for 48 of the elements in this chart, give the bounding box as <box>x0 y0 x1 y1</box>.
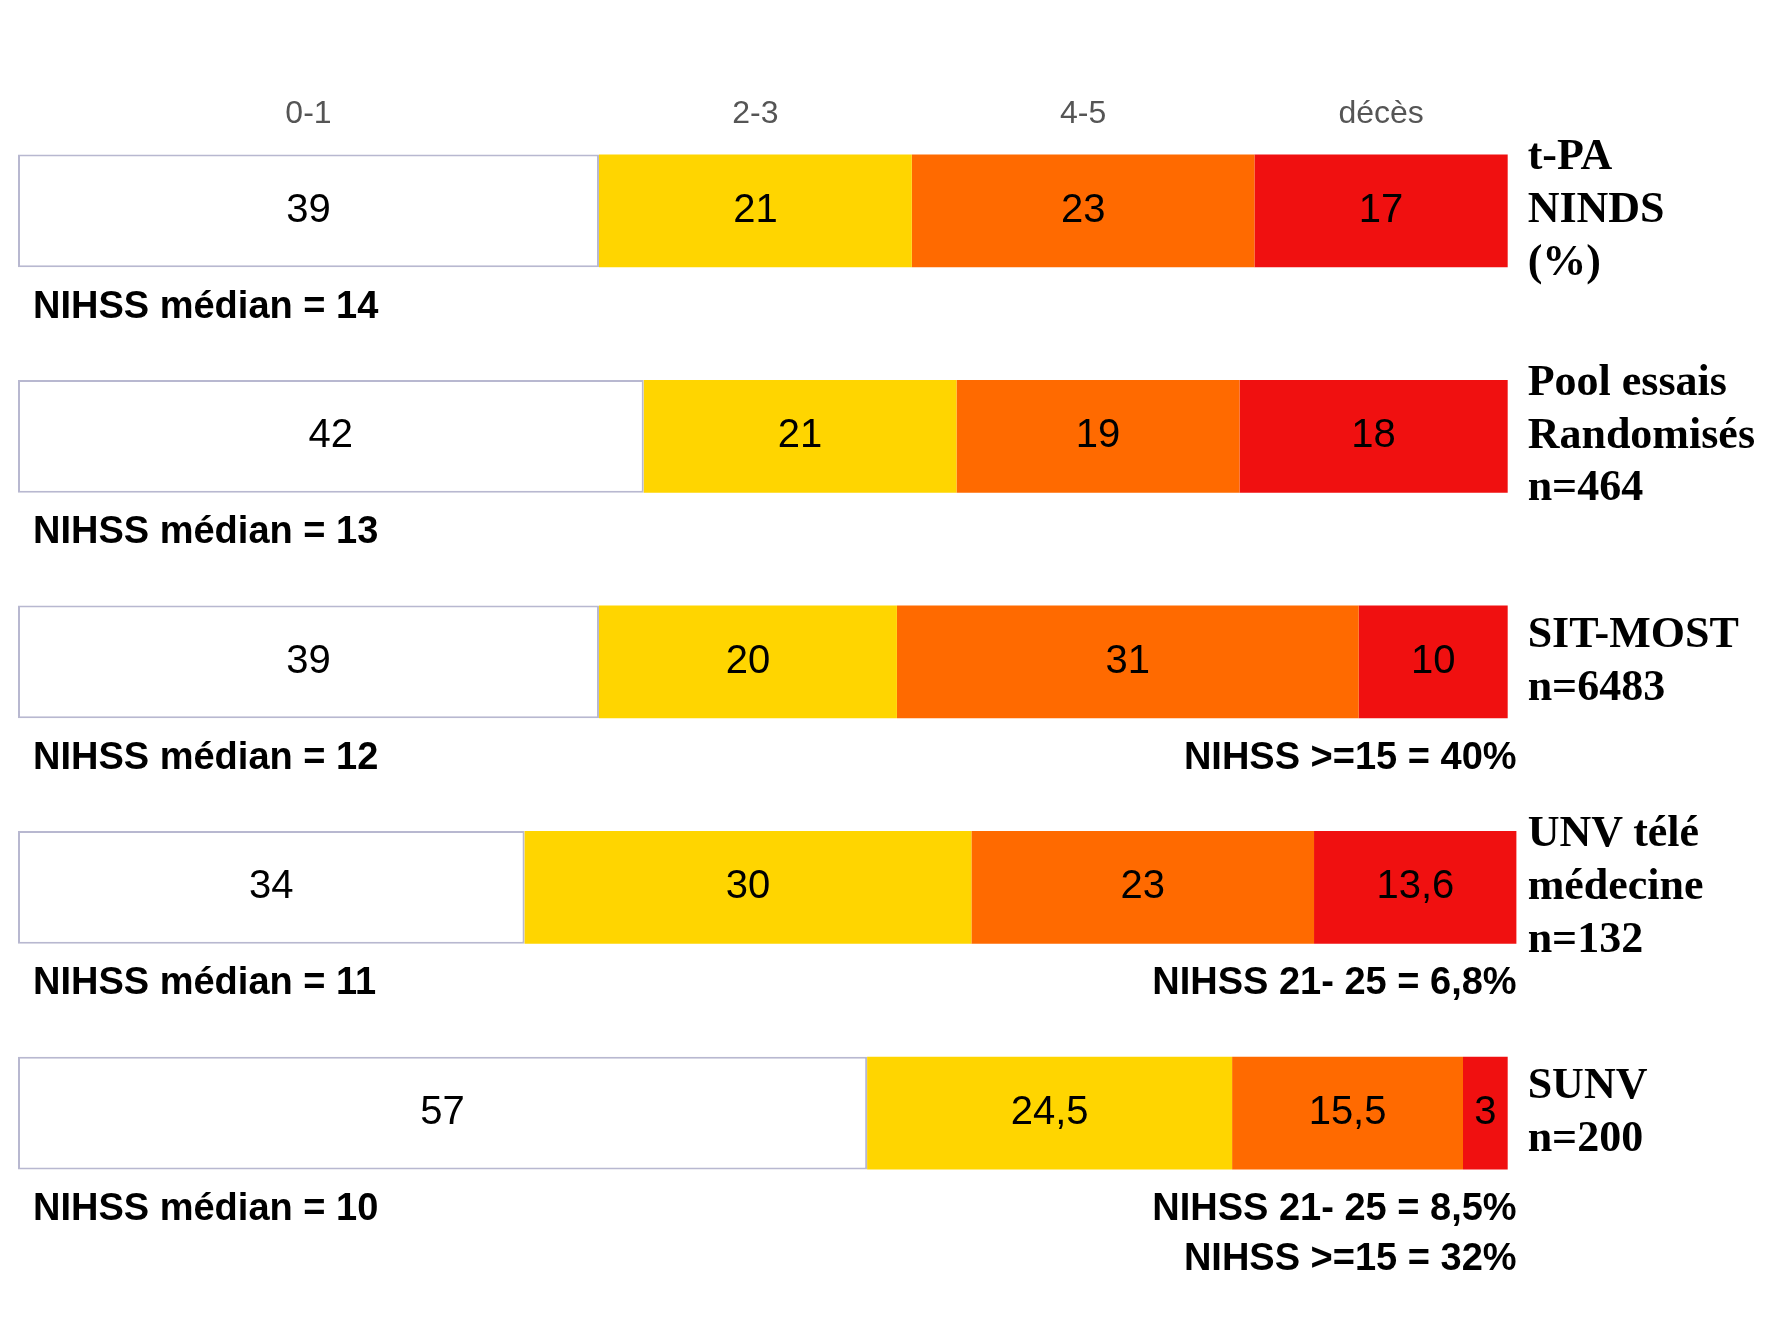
data-label: 34 <box>249 862 294 907</box>
data-label: 23 <box>1120 862 1165 907</box>
data-label: 17 <box>1358 185 1404 230</box>
series-label: 0-1 <box>285 94 332 131</box>
data-label: 20 <box>725 636 771 681</box>
annotation: NIHSS médian = 10 <box>33 1185 379 1228</box>
data-label: 42 <box>308 411 354 456</box>
bar <box>1239 379 1508 493</box>
bar <box>1314 831 1517 944</box>
series-label: 2-3 <box>732 94 779 131</box>
data-label: 21 <box>777 411 823 456</box>
annotation: NIHSS médian = 12 <box>33 734 379 777</box>
bar <box>1232 1056 1463 1170</box>
data-label: 30 <box>725 862 771 907</box>
series-label: 4-5 <box>1060 94 1107 131</box>
data-label: 10 <box>1410 636 1456 681</box>
data-label: 39 <box>286 185 331 230</box>
data-label: 19 <box>1075 411 1121 456</box>
data-label: 23 <box>1060 185 1106 230</box>
bar <box>956 379 1240 493</box>
data-label: 31 <box>1105 636 1151 681</box>
text: NIHSS >=15 = 32% <box>1183 1235 1517 1278</box>
annotation: NIHSS médian = 14 <box>33 283 379 326</box>
bar <box>1358 605 1508 719</box>
bar <box>1254 154 1508 268</box>
bar <box>911 154 1255 268</box>
annotation: NIHSS médian = 11 <box>33 960 377 1003</box>
data-label: 15,5 <box>1308 1088 1387 1133</box>
y-tick-label: t-PA NINDS (%) <box>1527 130 1665 285</box>
annotation: NIHSS >=15 = 40% <box>1183 734 1517 777</box>
data-label: 39 <box>286 636 331 681</box>
data-label: 24,5 <box>1010 1088 1089 1133</box>
data-label: 57 <box>420 1088 465 1133</box>
data-label: 21 <box>733 185 778 230</box>
y-tick-label: UNV télé médecine n=132 <box>1527 807 1704 962</box>
data-label: 13,6 <box>1376 862 1455 907</box>
annotation: NIHSS 21- 25 = 6,8% <box>1152 960 1517 1003</box>
data-label: 18 <box>1351 411 1396 456</box>
bar <box>1463 1056 1508 1170</box>
y-tick-label: SIT-MOST n=6483 <box>1527 607 1739 710</box>
annotation: NIHSS médian = 13 <box>33 509 379 552</box>
bar <box>971 831 1315 944</box>
annotation: NIHSS 21- 25 = 8,5% <box>1152 1185 1517 1228</box>
y-tick-label: SUNV n=200 <box>1527 1058 1648 1161</box>
bar <box>896 605 1359 719</box>
data-label: 3 <box>1474 1088 1497 1133</box>
y-tick-label: Pool essais Randomisés n=464 <box>1527 355 1756 511</box>
series-label: décès <box>1338 94 1424 131</box>
